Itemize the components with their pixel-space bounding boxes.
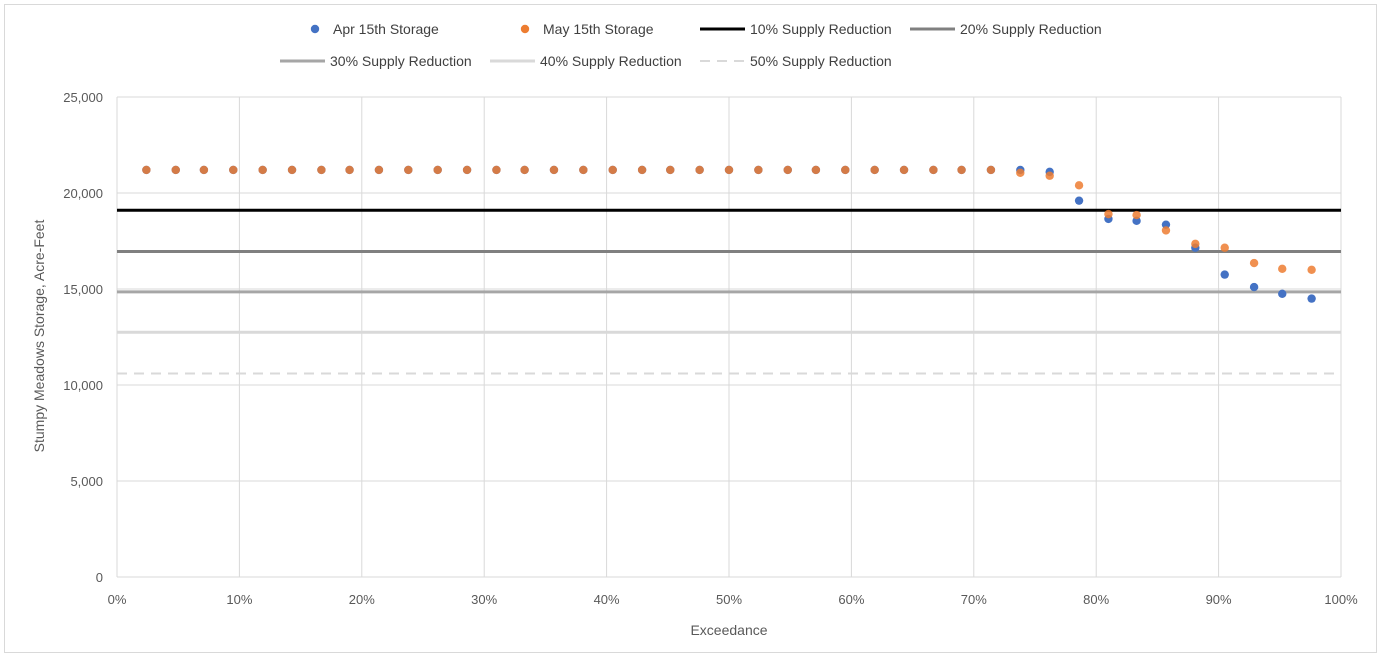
may-storage-point bbox=[1045, 172, 1053, 180]
legend-entry: 50% Supply Reduction bbox=[700, 53, 892, 69]
may-storage-point bbox=[288, 166, 296, 174]
may-storage-point bbox=[550, 166, 558, 174]
may-storage-point bbox=[1104, 210, 1112, 218]
may-storage-point bbox=[200, 166, 208, 174]
x-tick-label: 40% bbox=[594, 592, 620, 607]
legend-entry: 20% Supply Reduction bbox=[910, 21, 1102, 37]
may-storage-point bbox=[900, 166, 908, 174]
may-storage-point bbox=[1221, 244, 1229, 252]
may-storage-point bbox=[638, 166, 646, 174]
may-storage-point bbox=[725, 166, 733, 174]
x-tick-label: 70% bbox=[961, 592, 987, 607]
may-storage-point bbox=[666, 166, 674, 174]
may-storage-point bbox=[404, 166, 412, 174]
may-storage-point bbox=[987, 166, 995, 174]
may-storage-point bbox=[754, 166, 762, 174]
may-storage-point bbox=[870, 166, 878, 174]
may-storage-point bbox=[929, 166, 937, 174]
may-storage-point bbox=[1075, 181, 1083, 189]
legend-entry: May 15th Storage bbox=[521, 21, 654, 37]
may-storage-point bbox=[433, 166, 441, 174]
legend-label: 20% Supply Reduction bbox=[960, 21, 1102, 37]
x-tick-label: 10% bbox=[226, 592, 252, 607]
y-tick-label: 0 bbox=[96, 570, 103, 585]
y-tick-label: 25,000 bbox=[63, 90, 103, 105]
may-storage-point bbox=[375, 166, 383, 174]
legend-label: May 15th Storage bbox=[543, 21, 654, 37]
may-storage-point bbox=[463, 166, 471, 174]
y-tick-label: 10,000 bbox=[63, 378, 103, 393]
may-storage-point bbox=[345, 166, 353, 174]
may-storage-point bbox=[520, 166, 528, 174]
legend-marker bbox=[521, 25, 529, 33]
x-tick-label: 0% bbox=[108, 592, 127, 607]
may-storage-point bbox=[609, 166, 617, 174]
legend-label: 10% Supply Reduction bbox=[750, 21, 892, 37]
may-storage-point bbox=[142, 166, 150, 174]
may-storage-point bbox=[841, 166, 849, 174]
legend-entry: 30% Supply Reduction bbox=[280, 53, 472, 69]
may-storage-point bbox=[1162, 226, 1170, 234]
may-storage-point bbox=[258, 166, 266, 174]
y-tick-label: 5,000 bbox=[70, 474, 103, 489]
may-storage-point bbox=[695, 166, 703, 174]
may-storage-point bbox=[1250, 259, 1258, 267]
x-axis-title: Exceedance bbox=[690, 622, 767, 638]
apr-storage-point bbox=[1307, 294, 1315, 302]
may-storage-point bbox=[1278, 265, 1286, 273]
x-tick-label: 60% bbox=[838, 592, 864, 607]
may-storage-point bbox=[957, 166, 965, 174]
legend-entry: 40% Supply Reduction bbox=[490, 53, 682, 69]
may-storage-point bbox=[492, 166, 500, 174]
legend-label: 40% Supply Reduction bbox=[540, 53, 682, 69]
legend-marker bbox=[311, 25, 319, 33]
x-tick-label: 100% bbox=[1324, 592, 1358, 607]
may-storage-point bbox=[317, 166, 325, 174]
may-storage-point bbox=[229, 166, 237, 174]
may-storage-point bbox=[1307, 266, 1315, 274]
apr-storage-point bbox=[1221, 270, 1229, 278]
x-tick-label: 80% bbox=[1083, 592, 1109, 607]
x-tick-label: 30% bbox=[471, 592, 497, 607]
may-storage-point bbox=[1132, 211, 1140, 219]
legend-entry: Apr 15th Storage bbox=[311, 21, 439, 37]
apr-storage-point bbox=[1278, 290, 1286, 298]
legend-entry: 10% Supply Reduction bbox=[700, 21, 892, 37]
legend-label: 50% Supply Reduction bbox=[750, 53, 892, 69]
y-axis-title: Stumpy Meadows Storage, Acre-Feet bbox=[31, 220, 47, 453]
may-storage-point bbox=[172, 166, 180, 174]
apr-storage-point bbox=[1250, 283, 1258, 291]
x-tick-label: 50% bbox=[716, 592, 742, 607]
may-storage-point bbox=[1191, 240, 1199, 248]
x-tick-label: 20% bbox=[349, 592, 375, 607]
legend-label: Apr 15th Storage bbox=[333, 21, 439, 37]
apr-storage-point bbox=[1075, 196, 1083, 204]
legend-label: 30% Supply Reduction bbox=[330, 53, 472, 69]
may-storage-point bbox=[1016, 169, 1024, 177]
legend: Apr 15th Storage May 15th Storage 10% Supp… bbox=[280, 21, 1102, 69]
may-storage-point bbox=[784, 166, 792, 174]
y-tick-label: 20,000 bbox=[63, 186, 103, 201]
may-storage-point bbox=[812, 166, 820, 174]
y-tick-label: 15,000 bbox=[63, 282, 103, 297]
may-storage-point bbox=[579, 166, 587, 174]
x-tick-label: 90% bbox=[1206, 592, 1232, 607]
tick-labels: 0% 10% 20% 30% 40% 50% 60% 70% 80% 90% 100% 0 5,000 1… bbox=[63, 90, 1358, 607]
